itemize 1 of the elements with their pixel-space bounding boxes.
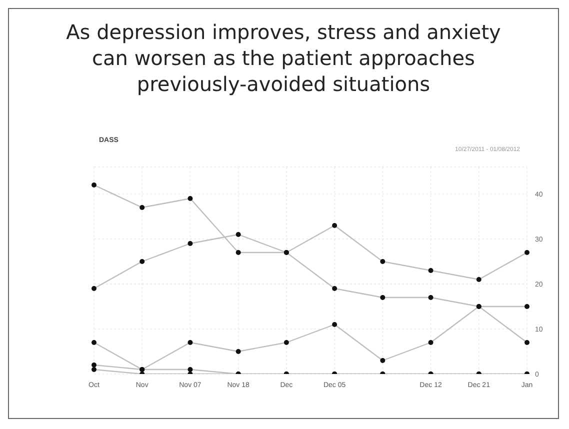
chart-title: As depression improves, stress and anxiety can worsen as the patient approaches previously-avoided situations: [65, 19, 502, 97]
